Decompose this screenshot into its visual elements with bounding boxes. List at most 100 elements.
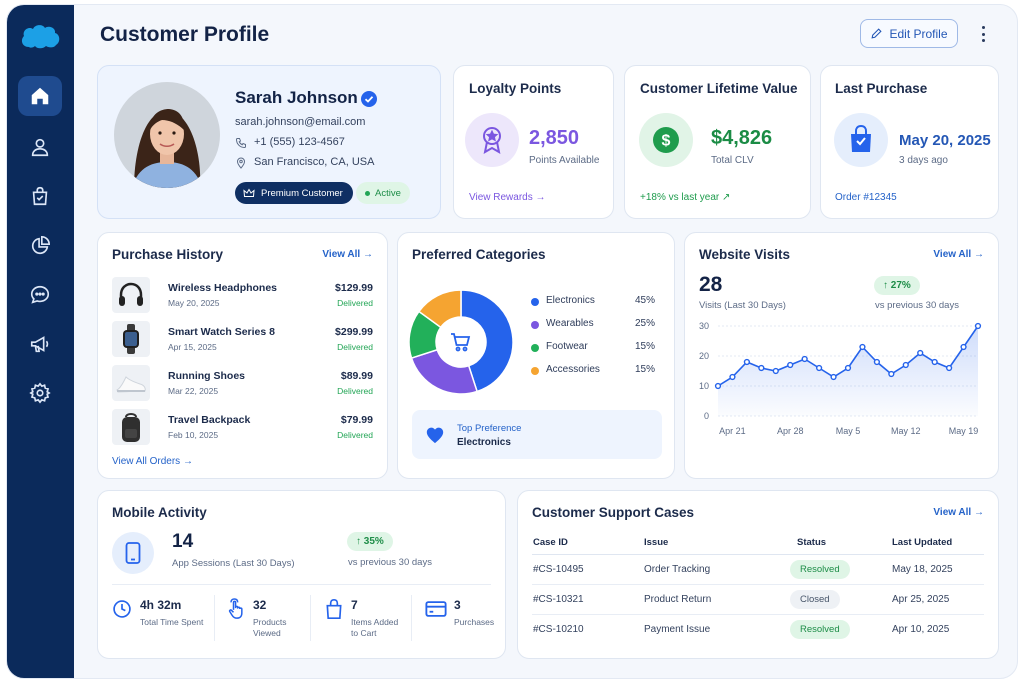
y-tick-label: 0	[704, 411, 709, 421]
legend-percent: 45%	[634, 295, 655, 306]
mobile-activity-card: Mobile Activity 14 App Sessions (Last 30…	[97, 490, 506, 659]
legend-item: Electronics 45%	[531, 295, 655, 309]
view-all-orders-link[interactable]: View All Orders →	[112, 456, 193, 467]
purchase-view-all-link[interactable]: View All →	[322, 249, 373, 260]
chat-icon	[30, 285, 50, 304]
order-link[interactable]: Order #12345	[835, 192, 897, 203]
clock-icon	[113, 600, 131, 618]
delivery-status: Delivered	[337, 298, 373, 308]
table-row[interactable]: #CS-10321 Product Return Closed Apr 25, 202…	[532, 585, 984, 615]
megaphone-icon	[30, 336, 49, 353]
award-icon	[483, 127, 501, 154]
heart-icon	[426, 427, 444, 444]
support-title: Customer Support Cases	[532, 505, 695, 520]
visits-view-all-link[interactable]: View All →	[933, 249, 984, 260]
user-icon	[31, 138, 49, 157]
purchase-item[interactable]: Smart Watch Series 8 Apr 15, 2025 $299.9…	[112, 321, 373, 359]
case-status-badge: Resolved	[790, 620, 850, 639]
visits-point	[801, 355, 808, 363]
case-status-badge: Closed	[790, 590, 840, 609]
stat-items-value: 7	[351, 598, 358, 612]
headphones-icon	[112, 277, 150, 313]
pointer-hand-icon	[228, 598, 243, 619]
y-tick-label: 10	[699, 381, 709, 391]
purchase-item[interactable]: Travel Backpack Feb 10, 2025 $79.99 Deli…	[112, 409, 373, 447]
purchase-history-card: Purchase History View All → Wireless Hea…	[97, 232, 388, 479]
case-issue: Payment Issue	[644, 624, 711, 635]
clv-card: Customer Lifetime Value $ $4,826 Total C…	[624, 65, 811, 219]
table-row[interactable]: #CS-10495 Order Tracking Resolved May 18, 2…	[532, 555, 984, 585]
view-rewards-link[interactable]: View Rewards →	[469, 192, 546, 203]
clv-icon-bg: $	[639, 113, 693, 167]
legend-item: Wearables 25%	[531, 318, 655, 332]
support-view-all-link[interactable]: View All →	[933, 507, 984, 518]
edit-profile-label: Edit Profile	[889, 26, 948, 41]
loyalty-card: Loyalty Points 2,850 Points Available Vi…	[453, 65, 614, 219]
edit-profile-button[interactable]: Edit Profile	[860, 19, 958, 48]
legend-item: Footwear 15%	[531, 341, 655, 355]
location-pin-icon	[236, 157, 246, 169]
profile-location: San Francisco, CA, USA	[254, 156, 375, 168]
col-case-id: Case ID	[533, 537, 568, 548]
visits-point	[917, 349, 924, 357]
nav-profile[interactable]	[18, 127, 62, 167]
loyalty-value: 2,850	[529, 127, 580, 149]
visits-point	[888, 370, 895, 378]
visits-point	[787, 361, 794, 369]
status-label: Active	[375, 187, 401, 199]
stat-products-label: Products Viewed	[253, 617, 287, 638]
status-dot	[365, 190, 370, 196]
top-preference-label: Top Preference	[457, 423, 522, 434]
visits-trend-sub: vs previous 30 days	[875, 300, 959, 311]
phone-icon	[235, 138, 246, 149]
clv-value: $4,826	[711, 127, 773, 149]
col-status: Status	[797, 537, 827, 548]
x-tick-label: May 19	[949, 426, 979, 436]
visits-value: 28	[699, 273, 723, 296]
support-cases-card: Customer Support Cases View All → Case I…	[517, 490, 999, 659]
legend-dot	[531, 367, 539, 375]
x-tick-label: May 5	[836, 426, 861, 436]
delivery-status: Delivered	[337, 342, 373, 352]
mobile-trend-badge: ↑ 35%	[347, 532, 393, 551]
purchase-item[interactable]: Wireless Headphones May 20, 2025 $129.99…	[112, 277, 373, 315]
product-thumbnail	[112, 277, 150, 318]
case-updated: Apr 10, 2025	[892, 624, 950, 635]
product-price: $129.99	[335, 282, 373, 294]
nav-campaigns[interactable]	[18, 324, 62, 364]
purchase-item[interactable]: Running Shoes Mar 22, 2025 $89.99 Delive…	[112, 365, 373, 403]
nav-settings[interactable]	[18, 373, 62, 413]
legend-dot	[531, 344, 539, 352]
premium-label: Premium Customer	[261, 187, 343, 199]
visits-point	[902, 361, 909, 369]
stat-items-added: 7 Items Added to Cart	[324, 595, 414, 645]
visits-point	[743, 358, 750, 366]
more-options-button[interactable]	[975, 23, 991, 45]
product-name: Wireless Headphones	[168, 282, 278, 294]
shopping-bag-icon	[326, 598, 342, 619]
visits-point	[830, 373, 837, 381]
nav-home[interactable]	[18, 76, 62, 116]
visits-sub: Visits (Last 30 Days)	[699, 300, 786, 311]
col-last-updated: Last Updated	[892, 537, 953, 548]
categories-donut-chart	[408, 289, 514, 395]
legend-label: Electronics	[546, 295, 595, 306]
nav-messages[interactable]	[18, 275, 62, 315]
visits-point	[816, 364, 823, 372]
table-row[interactable]: #CS-10210 Payment Issue Resolved Apr 10, 20…	[532, 615, 984, 645]
visits-point	[873, 358, 880, 366]
nav-orders[interactable]	[18, 176, 62, 216]
case-updated: May 18, 2025	[892, 564, 953, 575]
sidebar	[7, 5, 74, 678]
pencil-icon	[871, 28, 883, 39]
categories-title: Preferred Categories	[412, 247, 546, 262]
stat-purchases: 3 Purchases	[425, 595, 500, 645]
product-price: $89.99	[340, 370, 373, 382]
case-issue: Order Tracking	[644, 564, 711, 575]
case-id: #CS-10321	[533, 594, 584, 605]
mobile-icon-bg	[112, 532, 154, 574]
last-purchase-icon-bg	[834, 113, 888, 167]
nav-analytics[interactable]	[18, 226, 62, 266]
product-name: Running Shoes	[168, 370, 245, 382]
mobile-divider	[112, 584, 491, 585]
